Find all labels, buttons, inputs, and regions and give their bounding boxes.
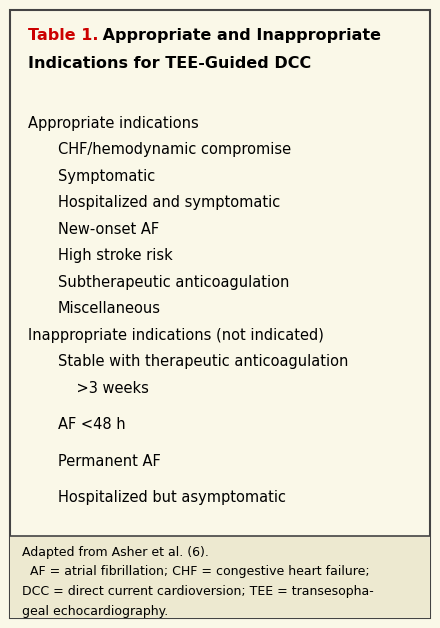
- Text: Subtherapeutic anticoagulation: Subtherapeutic anticoagulation: [58, 275, 290, 290]
- Text: CHF/hemodynamic compromise: CHF/hemodynamic compromise: [58, 143, 291, 158]
- Text: AF = atrial fibrillation; CHF = congestive heart failure;: AF = atrial fibrillation; CHF = congesti…: [22, 565, 370, 578]
- Text: High stroke risk: High stroke risk: [58, 249, 173, 264]
- Text: Table 1.: Table 1.: [28, 28, 99, 43]
- Text: Inappropriate indications (not indicated): Inappropriate indications (not indicated…: [28, 328, 324, 343]
- Text: New-onset AF: New-onset AF: [58, 222, 159, 237]
- Text: Appropriate indications: Appropriate indications: [28, 116, 199, 131]
- Bar: [10, 536, 430, 618]
- Text: Permanent AF: Permanent AF: [58, 454, 161, 469]
- Text: geal echocardiography.: geal echocardiography.: [22, 605, 168, 617]
- Text: Hospitalized and symptomatic: Hospitalized and symptomatic: [58, 195, 280, 210]
- Text: DCC = direct current cardioversion; TEE = transesopha-: DCC = direct current cardioversion; TEE …: [22, 585, 374, 598]
- Text: Miscellaneous: Miscellaneous: [58, 301, 161, 317]
- Text: Hospitalized but asymptomatic: Hospitalized but asymptomatic: [58, 490, 286, 506]
- Text: AF <48 h: AF <48 h: [58, 418, 126, 433]
- Text: Symptomatic: Symptomatic: [58, 169, 155, 184]
- Text: Stable with therapeutic anticoagulation: Stable with therapeutic anticoagulation: [58, 354, 348, 369]
- Text: Appropriate and Inappropriate: Appropriate and Inappropriate: [97, 28, 381, 43]
- Text: >3 weeks: >3 weeks: [58, 381, 149, 396]
- Text: Indications for TEE-Guided DCC: Indications for TEE-Guided DCC: [28, 56, 311, 71]
- Text: Adapted from Asher et al. (6).: Adapted from Asher et al. (6).: [22, 546, 209, 559]
